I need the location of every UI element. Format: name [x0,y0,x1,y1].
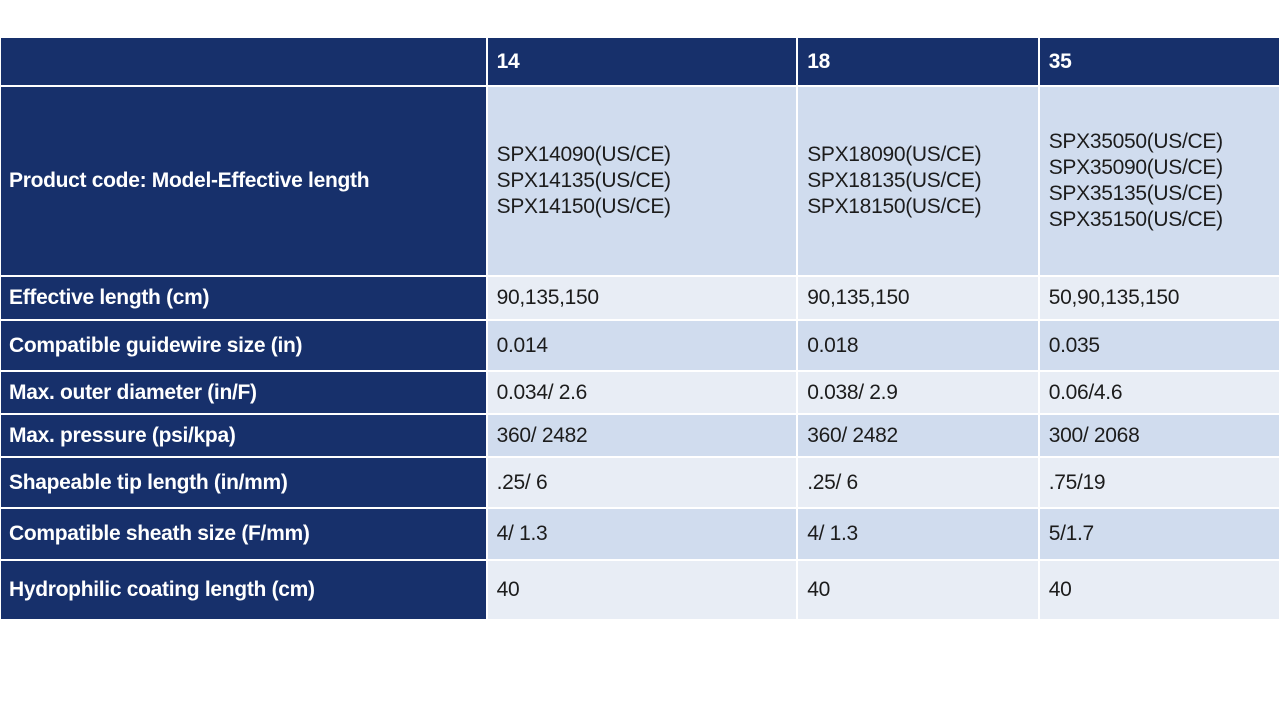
row-label-effective-length: Effective length (cm) [0,275,488,321]
cell-sheath-size-14: 4/ 1.3 [485,507,799,561]
table-row-tip-length: Shapeable tip length (in/mm) .25/ 6 .25/… [0,456,1280,509]
cell-product-code-18: SPX18090(US/CE) SPX18135(US/CE) SPX18150… [796,85,1040,277]
row-label-product-code: Product code: Model-Effective length [0,85,488,277]
cell-coating-length-35: 40 [1037,559,1280,620]
cell-coating-length-14: 40 [485,559,799,620]
cell-guidewire-size-35: 0.035 [1037,319,1280,372]
table-row-product-code: Product code: Model-Effective length SPX… [0,85,1280,277]
row-label-max-pressure: Max. pressure (psi/kpa) [0,413,488,458]
cell-tip-length-14: .25/ 6 [485,456,799,509]
cell-max-pressure-18: 360/ 2482 [796,413,1040,458]
cell-effective-length-18: 90,135,150 [796,275,1040,321]
cell-guidewire-size-14: 0.014 [485,319,799,372]
cell-coating-length-18: 40 [796,559,1040,620]
cell-effective-length-14: 90,135,150 [485,275,799,321]
header-row: 14 18 35 [0,37,1280,87]
table-row-sheath-size: Compatible sheath size (F/mm) 4/ 1.3 4/ … [0,507,1280,561]
column-header-35: 35 [1037,37,1280,87]
table-row-guidewire-size: Compatible guidewire size (in) 0.014 0.0… [0,319,1280,372]
cell-tip-length-35: .75/19 [1037,456,1280,509]
cell-outer-diameter-14: 0.034/ 2.6 [485,370,799,415]
cell-sheath-size-35: 5/1.7 [1037,507,1280,561]
cell-max-pressure-35: 300/ 2068 [1037,413,1280,458]
cell-outer-diameter-18: 0.038/ 2.9 [796,370,1040,415]
cell-product-code-35: SPX35050(US/CE) SPX35090(US/CE) SPX35135… [1037,85,1280,277]
cell-outer-diameter-35: 0.06/4.6 [1037,370,1280,415]
table-row-outer-diameter: Max. outer diameter (in/F) 0.034/ 2.6 0.… [0,370,1280,415]
table-row-coating-length: Hydrophilic coating length (cm) 40 40 40 [0,559,1280,620]
row-label-outer-diameter: Max. outer diameter (in/F) [0,370,488,415]
cell-tip-length-18: .25/ 6 [796,456,1040,509]
row-label-coating-length: Hydrophilic coating length (cm) [0,559,488,620]
row-label-tip-length: Shapeable tip length (in/mm) [0,456,488,509]
column-header-18: 18 [796,37,1040,87]
column-header-14: 14 [485,37,799,87]
row-label-sheath-size: Compatible sheath size (F/mm) [0,507,488,561]
spec-table: 14 18 35 Product code: Model-Effective l… [0,37,1280,620]
table-row-effective-length: Effective length (cm) 90,135,150 90,135,… [0,275,1280,321]
cell-sheath-size-18: 4/ 1.3 [796,507,1040,561]
cell-effective-length-35: 50,90,135,150 [1037,275,1280,321]
corner-cell [0,37,488,87]
cell-guidewire-size-18: 0.018 [796,319,1040,372]
cell-product-code-14: SPX14090(US/CE) SPX14135(US/CE) SPX14150… [485,85,799,277]
table-row-max-pressure: Max. pressure (psi/kpa) 360/ 2482 360/ 2… [0,413,1280,458]
row-label-guidewire-size: Compatible guidewire size (in) [0,319,488,372]
cell-max-pressure-14: 360/ 2482 [485,413,799,458]
